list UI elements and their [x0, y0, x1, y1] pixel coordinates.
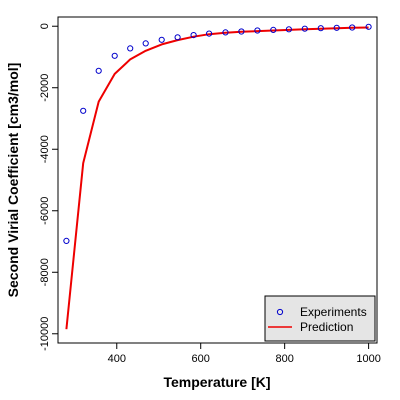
plot-frame — [57, 16, 378, 344]
experiment-point-5 — [142, 40, 149, 47]
experiment-point-3 — [111, 52, 118, 59]
experiment-point-13 — [270, 26, 277, 33]
experiment-point-14 — [285, 26, 292, 33]
experiment-point-19 — [365, 23, 372, 30]
experiment-point-4 — [127, 45, 134, 52]
x-axis: 400 600 800 1000 — [108, 343, 381, 365]
experiment-point-1 — [80, 107, 87, 114]
legend-box — [264, 295, 376, 342]
x-tick-label-800: 800 — [275, 353, 293, 365]
experiment-point-2 — [95, 67, 102, 74]
experiment-point-7 — [174, 34, 181, 41]
y-tick-label-0: 0 — [39, 23, 51, 29]
y-tick-label--8000: -8000 — [39, 258, 51, 286]
x-tick-label-600: 600 — [192, 353, 210, 365]
y-axis: 0 -2000 -4000 -6000 -8000 -10000 — [39, 23, 58, 351]
experiment-point-0 — [63, 237, 70, 244]
y-tick-label--2000: -2000 — [39, 74, 51, 102]
x-axis-title: Temperature [K] — [163, 374, 270, 390]
legend-experiments-label: Experiments — [300, 305, 367, 319]
experiment-point-12 — [254, 27, 261, 34]
experiment-point-8 — [190, 32, 197, 39]
experiment-point-10 — [222, 29, 229, 36]
experiment-point-6 — [158, 36, 165, 43]
experiment-point-15 — [301, 25, 308, 32]
experiment-point-18 — [349, 24, 356, 31]
y-axis-title: Second Virial Coefficient [cm3/mol] — [5, 63, 21, 298]
legend: Experiments Prediction — [264, 295, 376, 342]
y-tick-label--6000: -6000 — [39, 197, 51, 225]
x-tick-label-400: 400 — [108, 353, 126, 365]
experiment-point-9 — [206, 30, 213, 37]
legend-prediction-label: Prediction — [300, 320, 353, 334]
x-tick-label-1000: 1000 — [356, 353, 380, 365]
y-tick-label--10000: -10000 — [39, 317, 51, 351]
experiment-point-17 — [333, 24, 340, 31]
experiment-point-16 — [317, 25, 324, 32]
experiment-point-11 — [238, 28, 245, 35]
legend-experiments-marker — [276, 308, 284, 316]
plot-content — [63, 23, 372, 330]
y-tick-label--4000: -4000 — [39, 135, 51, 163]
